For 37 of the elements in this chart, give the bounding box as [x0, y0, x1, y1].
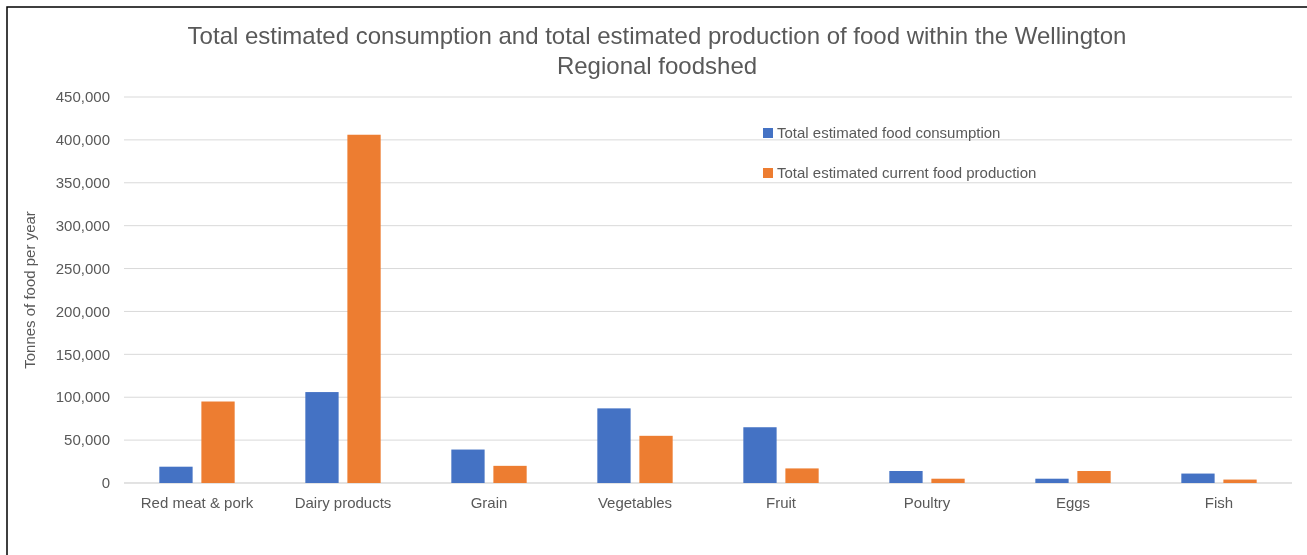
legend-label: Total estimated food consumption: [777, 124, 1001, 142]
bar: [639, 435, 673, 483]
bar: [597, 408, 631, 483]
bar: [1035, 478, 1069, 483]
bar: [347, 134, 381, 483]
x-tick-label: Fish: [1204, 494, 1234, 511]
y-tick-label: 450,000: [55, 88, 110, 106]
y-tick-label: 400,000: [55, 131, 110, 149]
y-tick-label: 100,000: [55, 388, 110, 406]
y-tick-label: 0: [101, 474, 110, 492]
x-tick-label: Grain: [470, 494, 508, 511]
bar: [931, 478, 965, 483]
y-tick-label: 300,000: [55, 216, 110, 234]
bar: [743, 427, 777, 483]
x-tick-label: Poultry: [903, 494, 951, 511]
bar: [493, 465, 527, 483]
bar: [159, 466, 193, 483]
y-tick-label: 200,000: [55, 302, 110, 320]
bar: [1077, 470, 1111, 483]
x-tick-label: Eggs: [1055, 494, 1091, 511]
chart-title: Total estimated consumption and total estimated production of food within the Wellington Regional foodshed: [187, 22, 1127, 79]
x-tick-label: Vegetables: [597, 494, 673, 511]
x-tick-label: Dairy products: [294, 494, 392, 511]
y-tick-label: 150,000: [55, 345, 110, 363]
y-tick-label: 350,000: [55, 174, 110, 192]
bar: [889, 470, 923, 483]
y-tick-label: 250,000: [55, 259, 110, 277]
bar: [451, 449, 485, 483]
y-tick-label: 50,000: [64, 431, 110, 449]
bar: [305, 392, 339, 483]
bar: [1181, 473, 1215, 483]
bar: [785, 468, 819, 483]
bar: [201, 401, 235, 483]
y-axis-title: Tonnes of food per year: [21, 211, 38, 369]
x-tick-label: Red meat & pork: [140, 494, 254, 511]
x-tick-label: Fruit: [766, 494, 797, 511]
legend-label: Total estimated current food production: [777, 164, 1037, 182]
